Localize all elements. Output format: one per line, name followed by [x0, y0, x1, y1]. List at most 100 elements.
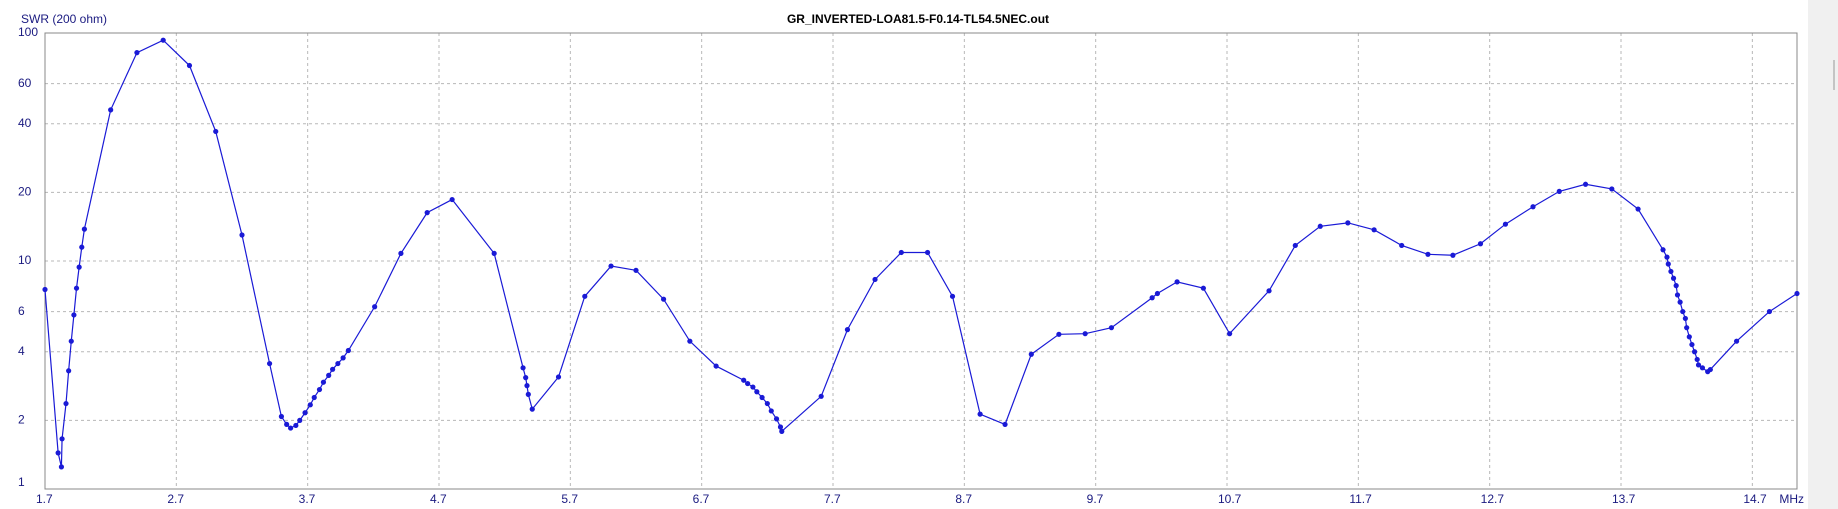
data-point — [741, 377, 747, 383]
data-point — [977, 411, 983, 417]
data-point — [491, 250, 497, 256]
data-point — [293, 422, 299, 429]
data-point — [1002, 421, 1008, 428]
data-point — [779, 428, 785, 434]
data-point — [529, 406, 535, 412]
chart-title: GR_INVERTED-LOA81.5-F0.14-TL54.5NEC.out — [787, 12, 1049, 26]
data-point — [1699, 365, 1706, 371]
y-tick-label: 4 — [18, 344, 25, 358]
x-tick-label: 13.7 — [1612, 492, 1636, 506]
data-point — [320, 379, 327, 385]
data-point — [1668, 268, 1674, 275]
data-point — [1556, 188, 1562, 194]
data-point — [745, 380, 751, 387]
data-point — [1635, 206, 1641, 212]
x-tick-label: 2.7 — [167, 492, 184, 506]
data-point — [768, 408, 774, 414]
data-point — [1200, 285, 1206, 291]
data-point — [160, 37, 166, 43]
data-point — [59, 436, 65, 442]
y-axis-label: SWR (200 ohm) — [21, 12, 107, 26]
data-point — [76, 264, 82, 270]
y-tick-label: 60 — [18, 76, 32, 90]
data-point — [520, 365, 526, 371]
data-point — [1609, 186, 1615, 192]
x-tick-label: 3.7 — [299, 492, 316, 506]
data-point — [525, 391, 531, 397]
data-point — [1674, 292, 1681, 298]
data-point — [316, 386, 323, 393]
x-tick-label: 8.7 — [955, 492, 972, 506]
data-point — [1665, 261, 1671, 267]
data-point — [213, 128, 219, 135]
data-point — [872, 276, 878, 283]
window-edge — [1808, 0, 1838, 509]
data-point — [1292, 242, 1298, 249]
x-tick-label: 6.7 — [693, 492, 710, 506]
data-point — [1677, 299, 1683, 305]
x-tick-label: 7.7 — [824, 492, 841, 506]
y-tick-label: 20 — [18, 185, 32, 199]
data-point — [1689, 341, 1695, 348]
data-point — [68, 338, 74, 344]
data-point — [311, 394, 317, 401]
data-point — [1766, 308, 1773, 315]
data-point — [1530, 204, 1536, 210]
data-point — [1399, 242, 1405, 249]
data-point — [1154, 290, 1161, 297]
data-point — [1691, 349, 1698, 355]
data-point — [1477, 241, 1484, 247]
data-point — [1695, 362, 1702, 368]
data-point — [524, 383, 530, 389]
data-point — [898, 249, 904, 256]
data-point — [1733, 338, 1740, 344]
data-point — [335, 360, 341, 367]
data-point — [1664, 254, 1670, 260]
data-point — [55, 450, 61, 456]
data-point — [1227, 331, 1233, 337]
data-point — [949, 293, 956, 299]
data-point — [660, 296, 667, 302]
data-point — [71, 312, 77, 318]
data-point — [345, 347, 351, 354]
data-point — [773, 416, 780, 422]
plot-frame — [44, 32, 1798, 490]
data-point — [79, 244, 85, 250]
data-point — [287, 425, 294, 431]
data-point — [284, 421, 290, 428]
data-point — [266, 360, 273, 367]
data-point — [1502, 221, 1509, 227]
data-point — [1694, 356, 1700, 363]
data-point — [759, 394, 765, 401]
data-point — [1371, 227, 1377, 233]
data-point — [1450, 252, 1456, 258]
data-point — [608, 263, 614, 269]
data-point — [633, 267, 639, 273]
data-point — [449, 196, 455, 203]
x-axis-label: MHz — [1779, 492, 1804, 506]
data-point — [239, 232, 245, 238]
x-tick-label: 10.7 — [1218, 492, 1242, 506]
data-point — [1317, 223, 1323, 229]
y-tick-label: 6 — [18, 304, 25, 318]
x-tick-label: 9.7 — [1087, 492, 1104, 506]
data-point — [1056, 331, 1062, 337]
data-point — [108, 107, 114, 113]
data-point — [81, 226, 88, 232]
data-point — [1686, 334, 1692, 340]
data-point — [523, 375, 529, 381]
data-point — [330, 366, 336, 372]
data-point — [424, 210, 430, 216]
data-point — [713, 363, 719, 369]
y-tick-label: 40 — [18, 116, 32, 130]
data-point — [1082, 331, 1088, 337]
data-point — [555, 374, 562, 380]
data-point — [66, 368, 72, 374]
data-point — [1673, 283, 1679, 289]
data-point — [134, 50, 140, 56]
x-tick-label: 4.7 — [430, 492, 447, 506]
data-point — [372, 304, 378, 310]
data-point — [777, 424, 784, 430]
x-tick-label: 5.7 — [561, 492, 578, 506]
